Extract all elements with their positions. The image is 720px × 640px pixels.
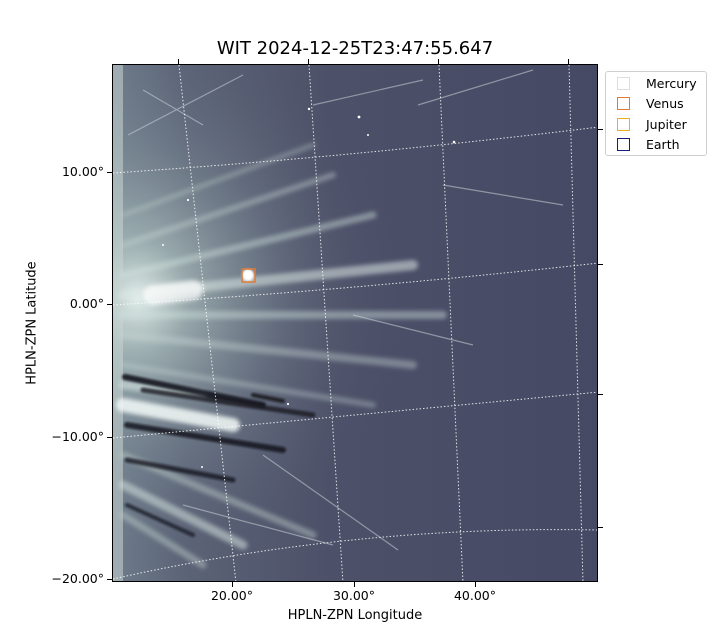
mercury-swatch-icon (617, 76, 630, 90)
legend-item-mercury[interactable]: Mercury (617, 74, 697, 92)
x-tick-label: 30.00° (332, 588, 376, 603)
venus-swatch-icon (617, 96, 630, 110)
legend-item-earth[interactable]: Earth (617, 135, 680, 153)
y-tick-label: −10.00° (51, 429, 104, 444)
jupiter-swatch-icon (617, 117, 630, 131)
x-axis-label: HPLN-ZPN Longitude (287, 608, 423, 623)
heliospheric-image (113, 65, 597, 581)
top-tick-mark (568, 59, 569, 64)
legend-label: Mercury (646, 75, 697, 91)
x-tick-label: 20.00° (210, 588, 254, 603)
right-tick-mark (598, 394, 603, 395)
top-tick-mark (308, 59, 309, 64)
x-tick-mark (232, 582, 233, 587)
legend-label: Earth (646, 136, 680, 152)
x-tick-mark (475, 582, 476, 587)
solar-image-frame[interactable] (112, 64, 598, 582)
y-tick-label: 10.00° (61, 164, 104, 179)
legend-item-venus[interactable]: Venus (617, 94, 684, 112)
legend-label: Jupiter (646, 116, 687, 132)
right-tick-mark (598, 129, 603, 130)
planet-point (242, 269, 254, 281)
y-tick-label: 0.00° (69, 296, 104, 311)
legend-item-jupiter[interactable]: Jupiter (617, 115, 687, 133)
y-tick-label: −20.00° (51, 571, 104, 586)
earth-swatch-icon (617, 137, 630, 151)
y-tick-mark (107, 172, 112, 173)
y-axis-label: HPLN-ZPN Latitude (24, 261, 40, 385)
legend-label: Venus (646, 95, 684, 111)
right-tick-mark (598, 527, 603, 528)
plot-title: WIT 2024-12-25T23:47:55.647 (216, 38, 494, 59)
y-tick-mark (107, 579, 112, 580)
y-tick-mark (107, 437, 112, 438)
legend: Mercury Venus Jupiter Earth (605, 71, 707, 156)
venus-marker[interactable] (241, 268, 256, 283)
x-tick-label: 40.00° (453, 588, 497, 603)
right-tick-mark (598, 264, 603, 265)
x-tick-mark (354, 582, 355, 587)
y-tick-mark (107, 304, 112, 305)
top-tick-mark (438, 59, 439, 64)
top-tick-mark (178, 59, 179, 64)
